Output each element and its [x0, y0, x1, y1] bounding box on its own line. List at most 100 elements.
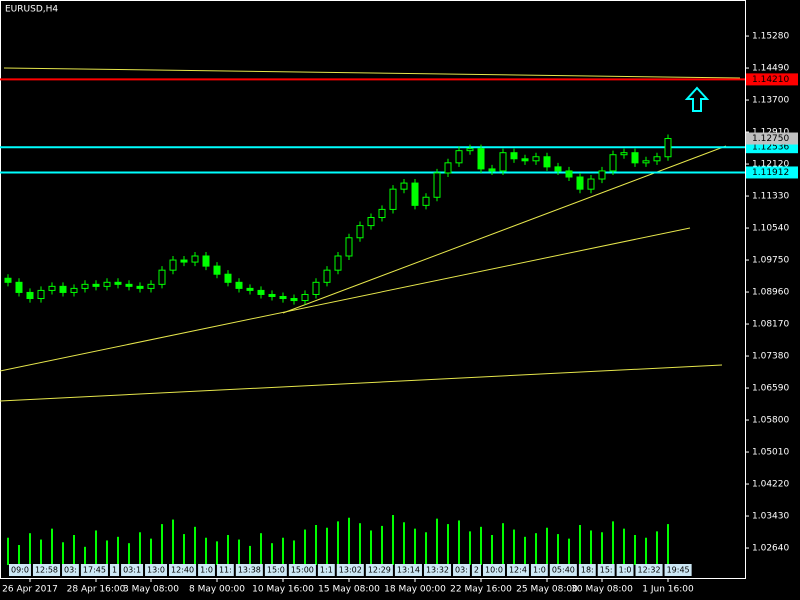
candle-body — [81, 283, 89, 289]
candle-body — [400, 182, 408, 190]
time-marker-box — [453, 564, 470, 576]
trend-line — [0, 227, 691, 372]
candle-body — [334, 255, 342, 271]
y-tick-label: 1.14490 — [752, 64, 789, 74]
time-marker-box — [530, 564, 548, 576]
trend-line — [282, 145, 727, 314]
time-marker: 03: — [455, 566, 468, 575]
candle-body — [257, 289, 265, 295]
time-marker-box — [394, 564, 422, 576]
x-tick-label: 3 May 08:00 — [123, 585, 179, 595]
candle-body — [136, 285, 144, 289]
arrow-up — [684, 86, 710, 112]
x-tick-label: 26 Apr 2017 — [2, 585, 58, 595]
y-tick-label: 1.08170 — [752, 320, 789, 330]
candle-body — [598, 170, 606, 180]
time-marker-box — [597, 564, 615, 576]
time-marker-box — [635, 564, 663, 576]
candle-body — [48, 285, 56, 291]
y-tick-label: 1.12120 — [752, 160, 789, 170]
time-marker: 17:45 — [83, 566, 106, 575]
candle-body — [378, 208, 386, 219]
time-marker: 12:58 — [35, 566, 58, 575]
candle-body — [246, 287, 254, 291]
time-marker: 18: — [581, 566, 594, 575]
candle-body — [92, 283, 100, 287]
y-tick-label: 1.10540 — [752, 224, 789, 234]
time-marker-box — [62, 564, 79, 576]
time-marker-box — [365, 564, 393, 576]
candle-body — [169, 259, 177, 271]
candle-body — [323, 269, 331, 283]
x-tick-label: 8 May 00:00 — [189, 585, 245, 595]
time-marker: 1:0 — [200, 566, 213, 575]
candle-body — [620, 152, 628, 156]
time-marker-box — [336, 564, 364, 576]
time-marker: 2 — [474, 566, 479, 575]
candle-body — [15, 281, 23, 293]
candle-body — [510, 152, 518, 160]
candle-body — [565, 170, 573, 178]
x-tick-label: 25 May 08:00 — [516, 585, 578, 595]
candle-body — [422, 196, 430, 206]
candle-body — [477, 148, 485, 170]
time-marker: 12:4 — [509, 566, 527, 575]
candle-body — [455, 150, 463, 164]
y-tick-label: 1.13700 — [752, 96, 789, 106]
y-tick-label: 1.11330 — [752, 192, 789, 202]
candle-body — [202, 255, 210, 267]
candle-body — [631, 152, 639, 164]
candle-body — [576, 176, 584, 190]
time-marker: 19:45 — [667, 566, 690, 575]
y-tick-label: 1.05800 — [752, 416, 789, 426]
candle-body — [26, 291, 34, 300]
candle-body — [125, 283, 133, 287]
y-tick-label: 1.06590 — [752, 384, 789, 394]
candle-body — [609, 154, 617, 172]
time-marker-box — [506, 564, 529, 576]
x-tick-label: 30 May 08:00 — [571, 585, 633, 595]
candle-body — [521, 158, 529, 162]
candle-body — [224, 273, 232, 283]
candle-body — [70, 287, 78, 293]
time-marker-box — [483, 564, 505, 576]
time-marker-box — [121, 564, 144, 576]
time-marker: 13:14 — [397, 566, 420, 575]
time-marker-box — [288, 564, 316, 576]
candle-body — [532, 156, 540, 162]
time-marker: 15:00 — [291, 566, 314, 575]
y-tick-label: 1.03430 — [752, 512, 789, 522]
candle-body — [466, 148, 474, 152]
plot-frame — [0, 0, 746, 579]
candle-body — [158, 269, 166, 285]
time-marker: 1:0 — [533, 566, 546, 575]
time-marker: 13:32 — [426, 566, 449, 575]
x-tick-label: 22 May 16:00 — [450, 585, 512, 595]
level-tag — [746, 166, 798, 179]
time-marker-box — [235, 564, 263, 576]
time-marker: 13:02 — [339, 566, 362, 575]
time-marker-box — [216, 564, 234, 576]
candle-body — [543, 156, 551, 168]
time-marker: 13:38 — [238, 566, 261, 575]
time-marker-box — [32, 564, 61, 576]
time-marker-box — [471, 564, 481, 576]
time-marker: 13:0 — [147, 566, 165, 575]
time-marker-box — [423, 564, 452, 576]
x-tick-label: 18 May 00:00 — [384, 585, 446, 595]
x-tick-label: 28 Apr 16:00 — [67, 585, 126, 595]
price-label: 1.12750 — [752, 134, 789, 144]
time-marker-box — [9, 564, 31, 576]
candle-body — [389, 188, 397, 210]
time-marker: 09:0 — [11, 566, 29, 575]
time-marker-box — [80, 564, 108, 576]
candle-body — [114, 281, 122, 285]
chart-title: EURUSD,H4 — [5, 5, 58, 15]
candle-body — [345, 237, 353, 257]
time-marker: 15:0 — [267, 566, 285, 575]
x-tick-label: 10 May 16:00 — [252, 585, 314, 595]
time-marker: 15: — [600, 566, 613, 575]
candle-body — [103, 281, 111, 287]
candle-body — [301, 293, 309, 302]
